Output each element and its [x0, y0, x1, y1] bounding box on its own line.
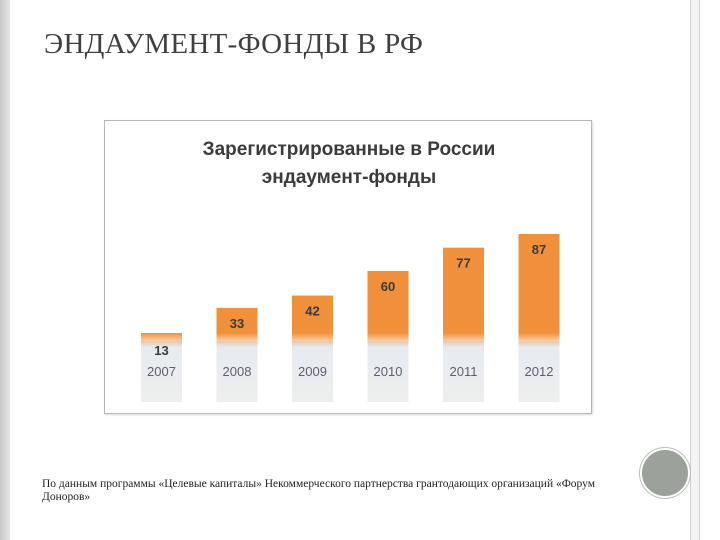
- x-tick-label: 2011: [450, 364, 478, 379]
- bar-value-label: 13: [154, 343, 168, 358]
- bar-value-label: 77: [456, 256, 470, 271]
- bar-base: [216, 341, 258, 402]
- bar-value-label: 60: [381, 279, 395, 294]
- bar-base: [443, 341, 484, 402]
- bar: [518, 234, 560, 333]
- bar: [292, 295, 333, 333]
- bar-fade: [292, 333, 333, 347]
- x-tick-label: 2009: [298, 364, 327, 379]
- bar-value-label: 33: [230, 316, 244, 331]
- chart-container: Зарегистрированные в России эндаумент-фо…: [104, 120, 592, 414]
- x-tick-label: 2008: [223, 364, 252, 379]
- slide-left-border: [0, 0, 10, 540]
- x-tick-label: 2010: [374, 364, 403, 379]
- bar-base: [141, 341, 182, 402]
- decorative-circle: [640, 448, 690, 498]
- chart-title-line-2: эндаумент-фонды: [262, 167, 436, 188]
- bar-fade: [216, 333, 258, 347]
- bar: [216, 307, 258, 333]
- x-tick-label: 2012: [525, 364, 554, 379]
- bar-value-label: 87: [532, 242, 546, 257]
- bars-group: 13 2007 33 2008 42 2009 60 2010 77 2011 87 2012: [141, 234, 560, 402]
- bar-base: [367, 341, 409, 402]
- bar-value-label: 42: [305, 304, 319, 319]
- slide-right-border: [690, 0, 700, 540]
- x-tick-label: 2007: [147, 364, 176, 379]
- source-footnote: По данным программы «Целевые капиталы» Н…: [42, 478, 596, 503]
- bar: [443, 247, 484, 333]
- bar-base: [292, 341, 333, 402]
- bar-fade: [443, 333, 484, 347]
- bar: [367, 270, 409, 333]
- bar-chart: Зарегистрированные в России эндаумент-фо…: [141, 139, 560, 402]
- bar-fade: [141, 333, 182, 347]
- slide-title: ЭНДАУМЕНТ-ФОНДЫ В РФ: [44, 28, 424, 60]
- bar-fade: [367, 333, 409, 347]
- bar-base: [518, 341, 560, 402]
- chart-title-line-1: Зарегистрированные в России: [203, 139, 496, 160]
- bar-fade: [518, 333, 560, 347]
